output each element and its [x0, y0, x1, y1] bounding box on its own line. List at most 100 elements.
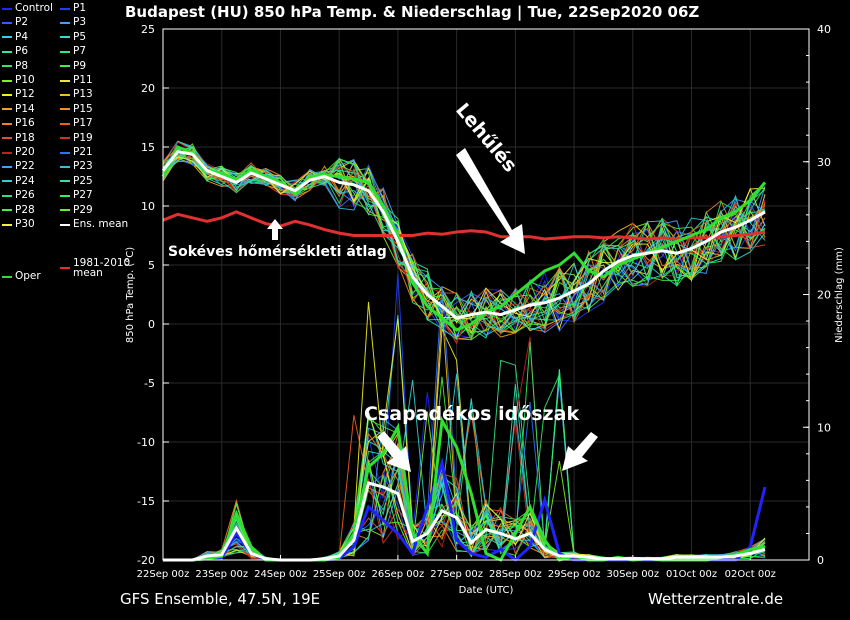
legend-label: P29 [73, 203, 93, 216]
legend-label: P2 [15, 16, 29, 29]
y-axis-right: 0 10 20 30 40 [803, 23, 831, 567]
legend-label: 1981-2010 mean [73, 257, 131, 279]
source-label: Wetterzentrale.de [648, 590, 784, 608]
ensemble-members [162, 140, 766, 561]
arrow-up-icon [267, 219, 283, 240]
main-series [161, 145, 767, 562]
member-temp-line [162, 145, 766, 336]
annotation-sokeves: Sokéves hőmérsékleti átlag [168, 244, 387, 260]
legend-swatch [2, 36, 12, 39]
legend-label: P27 [73, 189, 93, 202]
legend-item: P13 [60, 88, 93, 101]
legend-item: P2 [2, 16, 28, 29]
legend-label: P15 [73, 102, 93, 115]
legend-label: P25 [73, 174, 93, 187]
legend-item: P19 [60, 132, 93, 145]
legend-swatch [2, 137, 12, 140]
y-axis-label: 850 hPa Temp. (°C) [125, 247, 136, 343]
legend-label: P28 [15, 203, 35, 216]
x-tick-label: 22Sep 00z [137, 569, 190, 580]
legend-swatch [60, 209, 70, 212]
legend-item: P7 [60, 45, 86, 58]
legend-swatch [60, 108, 70, 111]
legend-item: P16 [2, 117, 35, 130]
y-axis-left: -20 -15 -10 -5 0 5 10 15 20 25 [137, 23, 169, 567]
legend-label: Oper [15, 270, 41, 282]
legend-swatch [2, 65, 12, 68]
legend-swatch [60, 194, 70, 197]
legend-swatch [2, 275, 12, 278]
legend-swatch [2, 93, 12, 96]
y2-tick-label: 10 [817, 421, 831, 434]
legend-swatch [2, 165, 12, 168]
legend-label: P11 [73, 74, 93, 86]
arrow-rain-right-icon [562, 432, 598, 471]
plot-frame [162, 28, 810, 561]
legend-swatch [2, 21, 12, 24]
legend-swatch [60, 223, 70, 226]
y2-axis-label: Niederschlag (mm) [834, 247, 845, 343]
legend-label: P7 [73, 45, 87, 58]
legend-swatch [60, 122, 70, 125]
legend-label: P3 [73, 16, 87, 29]
y-tick-label: -20 [137, 554, 155, 567]
annotation-csapadekos: Csapadékos időszak [364, 403, 579, 425]
legend-item: P4 [2, 31, 28, 44]
legend-swatch [2, 122, 12, 125]
legend-label: P21 [73, 146, 93, 158]
legend-swatch [2, 223, 12, 226]
legend-swatch [2, 79, 12, 82]
legend-item: 1981-2010 mean [60, 258, 137, 278]
x-tick-label: 26Sep 00z [372, 569, 425, 580]
x-tick-label: 25Sep 00z [313, 569, 366, 580]
x-axis-label: Date (UTC) [459, 585, 514, 596]
y-tick-label: -5 [144, 377, 155, 390]
x-tick-label: 29Sep 00z [548, 569, 601, 580]
legend-label: P19 [73, 131, 93, 144]
legend-swatch [60, 151, 70, 154]
x-tick-label: 01Oct 00z [666, 569, 717, 580]
legend-label: P30 [15, 218, 35, 230]
legend-item: P30 [2, 218, 35, 231]
legend-swatch [60, 21, 70, 24]
y-tick-label: 20 [141, 82, 155, 95]
legend-item: P29 [60, 204, 93, 217]
legend-label: P8 [15, 59, 29, 72]
x-tick-label: 27Sep 00z [430, 569, 483, 580]
legend-label: P6 [15, 45, 29, 58]
legend-item: P17 [60, 117, 93, 130]
y2-tick-label: 40 [817, 23, 831, 36]
legend-label: P10 [15, 74, 35, 86]
model-info: GFS Ensemble, 47.5N, 19E [120, 590, 321, 608]
legend-swatch [2, 180, 12, 183]
y-tick-label: 25 [141, 23, 155, 36]
x-tick-label: 24Sep 00z [254, 569, 307, 580]
legend-item: P20 [2, 146, 35, 159]
legend-label: P23 [73, 160, 93, 173]
legend-item: P9 [60, 60, 86, 73]
legend-swatch [2, 108, 12, 111]
y-tick-label: -10 [137, 436, 155, 449]
y-tick-label: -15 [137, 495, 155, 508]
legend-label: P14 [15, 102, 35, 115]
legend-item: P23 [60, 160, 93, 173]
legend-swatch [60, 267, 70, 269]
legend-swatch [60, 79, 70, 82]
legend-item: P3 [60, 16, 86, 29]
chart-title: Budapest (HU) 850 hPa Temp. & Niederschl… [125, 3, 700, 21]
legend-swatch [60, 7, 70, 10]
legend-swatch [60, 65, 70, 68]
arrow-lehules-icon [456, 148, 525, 254]
x-tick-label: 30Sep 00z [606, 569, 659, 580]
legend-item: P18 [2, 132, 35, 145]
legend-item: P1 [60, 2, 86, 15]
legend-label: P24 [15, 174, 35, 187]
legend-swatch [60, 50, 70, 53]
x-tick-label: 02Oct 00z [725, 569, 776, 580]
legend-item: P6 [2, 45, 28, 58]
grid [162, 28, 809, 561]
legend-label: P22 [15, 160, 35, 173]
legend-item: Ens. mean [60, 218, 128, 231]
legend-label: P5 [73, 30, 87, 43]
legend-swatch [2, 151, 12, 154]
